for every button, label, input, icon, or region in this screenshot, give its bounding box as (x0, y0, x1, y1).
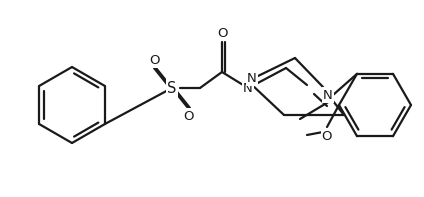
Text: N: N (243, 82, 253, 95)
Text: O: O (184, 110, 194, 123)
Text: O: O (218, 27, 228, 40)
Text: S: S (167, 81, 177, 96)
Text: O: O (322, 129, 332, 142)
Text: N: N (323, 88, 333, 101)
Text: O: O (150, 54, 160, 67)
Text: N: N (247, 72, 257, 85)
